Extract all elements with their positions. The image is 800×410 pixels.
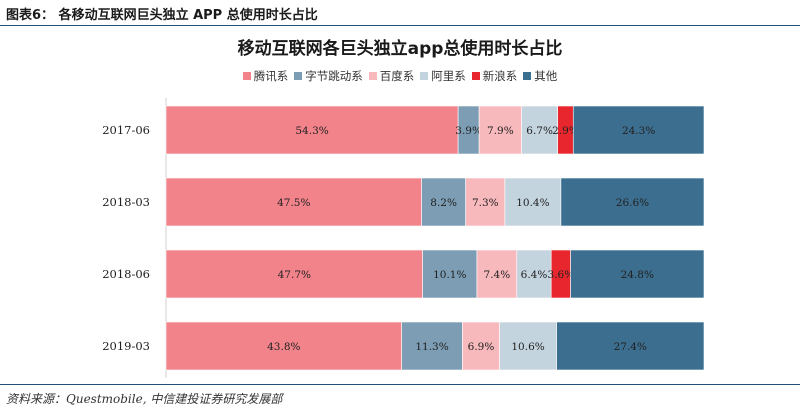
legend-item: 阿里系	[420, 68, 466, 84]
data-label: 8.2%	[430, 197, 457, 209]
data-label: 43.8%	[267, 341, 300, 353]
figure-source: 资料来源：Questmobile, 中信建投证券研究发展部	[6, 392, 283, 406]
bar-segment	[422, 249, 478, 299]
data-label: 6.9%	[468, 341, 495, 353]
legend-item: 其他	[523, 68, 557, 84]
data-label: 11.3%	[415, 341, 448, 353]
figure-header: 图表6： 各移动互联网巨头独立 APP 总使用时长占比	[0, 0, 800, 26]
bar-segment	[556, 321, 705, 371]
chart-legend: 腾讯系 字节跳动系 百度系 阿里系 新浪系 其他	[0, 68, 800, 84]
bar-segment	[465, 177, 506, 227]
legend-item: 新浪系	[471, 68, 518, 84]
chart-title: 移动互联网各巨头独立app总使用时长占比	[237, 39, 563, 59]
data-label: 54.3%	[295, 125, 328, 137]
data-label: 10.6%	[511, 341, 544, 353]
data-label: 7.3%	[472, 197, 499, 209]
legend-swatch	[523, 71, 532, 80]
bar-segment	[462, 321, 500, 371]
legend-label: 其他	[534, 69, 558, 83]
legend-swatch	[368, 71, 377, 80]
bar-segment	[570, 249, 705, 299]
legend-label: 阿里系	[431, 69, 466, 83]
bar-segment	[572, 105, 705, 155]
data-label: 3.6%	[548, 269, 575, 281]
bar-segment	[401, 321, 463, 371]
data-label: 7.9%	[487, 125, 514, 137]
legend-item: 腾讯系	[242, 68, 289, 84]
bar-segment	[165, 177, 422, 227]
data-label: 24.8%	[621, 269, 654, 281]
data-label: 7.4%	[484, 269, 511, 281]
legend-swatch	[471, 71, 480, 80]
data-label: 26.6%	[616, 197, 649, 209]
bar-segment	[560, 177, 705, 227]
legend-label: 新浪系	[482, 69, 518, 83]
bar-segment	[499, 321, 557, 371]
legend-item: 百度系	[368, 68, 415, 84]
legend-label: 字节跳动系	[305, 69, 363, 83]
bar-segment	[421, 177, 466, 227]
bar-segment	[504, 177, 562, 227]
data-label: 10.4%	[516, 197, 549, 209]
category-tick-label: 2018-03	[102, 195, 150, 209]
legend-label: 腾讯系	[253, 69, 289, 83]
category-tick-label: 2019-03	[102, 339, 150, 353]
bar-segment	[165, 321, 402, 371]
data-label: 6.7%	[526, 125, 553, 137]
legend-swatch	[420, 71, 429, 80]
data-label: 6.4%	[521, 269, 548, 281]
category-tick-label: 2017-06	[102, 123, 150, 137]
data-label: 2.9%	[552, 125, 579, 137]
stacked-bar-chart: 2017-06 54.3% 3.9% 7.9% 6.7% 2.9% 24.3% 2018-03…	[102, 98, 705, 378]
data-label: 3.9%	[455, 125, 482, 137]
data-label: 47.5%	[277, 197, 310, 209]
legend-item: 字节跳动系	[294, 68, 363, 84]
data-label: 27.4%	[614, 341, 647, 353]
legend-swatch	[294, 71, 303, 80]
category-tick-label: 2018-06	[102, 267, 150, 281]
figure-footer: 资料来源：Questmobile, 中信建投证券研究发展部	[0, 384, 800, 410]
legend-swatch	[242, 71, 251, 80]
data-label: 24.3%	[622, 125, 655, 137]
data-label: 10.1%	[433, 269, 466, 281]
bar-segment	[478, 105, 522, 155]
data-label: 47.7%	[278, 269, 311, 281]
legend-label: 百度系	[379, 69, 415, 83]
bar-segment	[521, 105, 558, 155]
bar-segment	[165, 105, 459, 155]
bar-segment	[165, 249, 423, 299]
figure-label: 图表6： 各移动互联网巨头独立 APP 总使用时长占比	[6, 8, 318, 23]
bar-segment	[476, 249, 518, 299]
